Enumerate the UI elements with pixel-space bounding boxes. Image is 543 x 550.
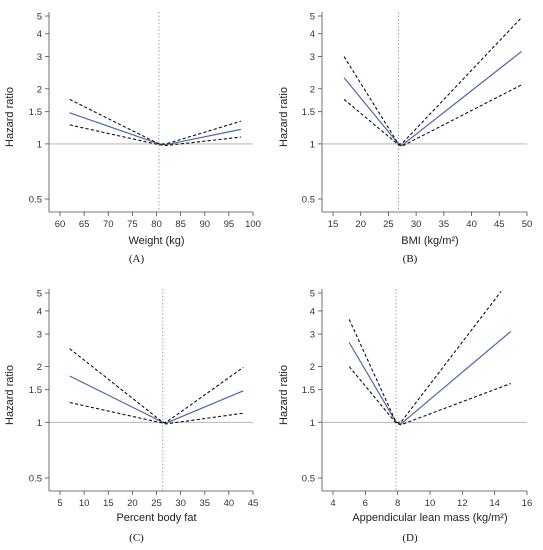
y-tick-label: 4 <box>310 306 315 317</box>
x-axis-label: Appendicular lean mass (kg/m²) <box>352 512 507 524</box>
y-tick-label: 2 <box>310 362 315 373</box>
y-tick-label: 1 <box>37 418 42 429</box>
x-tick-label: 100 <box>245 219 261 230</box>
y-tick-label: 0.5 <box>29 474 42 485</box>
panel-label: (D) <box>402 532 418 544</box>
y-tick-label: 1 <box>310 418 315 429</box>
y-tick-label: 5 <box>310 289 315 300</box>
x-tick-label: 40 <box>466 219 477 230</box>
y-tick-label: 1.5 <box>29 385 42 396</box>
x-tick-label: 70 <box>103 219 114 230</box>
y-tick-label: 3 <box>310 330 315 341</box>
y-tick-label: 5 <box>310 12 315 23</box>
panel-label: (A) <box>129 253 145 265</box>
x-tick-label: 25 <box>151 498 162 509</box>
lower-ci-line <box>69 401 244 425</box>
x-tick-label: 10 <box>425 498 436 509</box>
y-tick-label: 1.5 <box>29 107 42 118</box>
y-tick-label: 2 <box>310 84 315 95</box>
lower-ci-line <box>343 84 522 147</box>
y-tick-label: 3 <box>37 330 42 341</box>
x-tick-label: 75 <box>127 219 138 230</box>
lower-ci-line <box>69 124 241 147</box>
x-tick-label: 95 <box>224 219 235 230</box>
x-tick-label: 12 <box>457 498 468 509</box>
estimate-line <box>69 375 244 424</box>
upper-ci-line <box>348 291 502 423</box>
x-tick-label: 30 <box>175 498 186 509</box>
y-tick-label: 4 <box>37 29 42 40</box>
x-tick-label: 40 <box>224 498 235 509</box>
y-axis-label: Hazard ratio <box>278 87 290 147</box>
x-axis-label: Percent body fat <box>116 512 196 524</box>
y-tick-label: 1 <box>310 139 315 150</box>
upper-ci-line <box>69 348 244 423</box>
x-tick-label: 85 <box>175 219 186 230</box>
x-tick-label: 20 <box>127 498 138 509</box>
y-tick-label: 5 <box>37 12 42 23</box>
panel-a: 60 65 70 75 80 85 90 95 100 0.5 1 1.5 2 3 4 5 Hazard rat… <box>4 12 261 266</box>
y-tick-label: 5 <box>37 289 42 300</box>
lower-ci-line <box>348 366 511 426</box>
x-tick-label: 4 <box>330 498 335 509</box>
y-tick-label: 2 <box>37 84 42 95</box>
x-tick-label: 15 <box>328 219 339 230</box>
x-tick-label: 15 <box>103 498 114 509</box>
x-tick-label: 50 <box>522 219 533 230</box>
y-tick-label: 4 <box>310 29 315 40</box>
y-tick-label: 1.5 <box>302 107 315 118</box>
panel-label: (C) <box>129 532 144 544</box>
estimate-line <box>348 330 512 425</box>
x-tick-label: 6 <box>363 498 368 509</box>
upper-ci-line <box>69 98 242 145</box>
upper-ci-line <box>343 17 522 145</box>
y-tick-label: 0.5 <box>302 474 315 485</box>
y-tick-label: 3 <box>37 52 42 63</box>
y-tick-label: 1.5 <box>302 385 315 396</box>
y-tick-label: 0.5 <box>29 195 42 206</box>
x-tick-label: 5 <box>57 498 62 509</box>
x-tick-label: 65 <box>79 219 90 230</box>
y-axis-label: Hazard ratio <box>4 87 16 147</box>
estimate-line <box>343 51 522 147</box>
y-axis-label: Hazard ratio <box>4 365 16 425</box>
x-axis-label: BMI (kg/m²) <box>401 235 458 247</box>
panel-d: 4 6 8 10 12 14 16 0.5 1 1.5 2 3 4 5 Hazard ratio Append… <box>278 289 532 545</box>
y-tick-label: 3 <box>310 52 315 63</box>
x-tick-label: 10 <box>79 498 90 509</box>
x-tick-label: 90 <box>199 219 210 230</box>
x-tick-label: 45 <box>248 498 259 509</box>
panel-label: (B) <box>403 253 418 265</box>
x-tick-label: 45 <box>494 219 505 230</box>
y-tick-label: 2 <box>37 362 42 373</box>
x-tick-label: 20 <box>355 219 366 230</box>
x-axis-label: Weight (kg) <box>128 235 184 247</box>
x-tick-label: 14 <box>489 498 500 509</box>
x-tick-label: 30 <box>411 219 422 230</box>
x-tick-label: 60 <box>55 219 66 230</box>
y-tick-label: 0.5 <box>302 195 315 206</box>
y-tick-label: 4 <box>37 306 42 317</box>
x-tick-label: 25 <box>383 219 394 230</box>
y-axis-label: Hazard ratio <box>278 365 290 425</box>
x-tick-label: 35 <box>439 219 450 230</box>
x-tick-label: 16 <box>522 498 533 509</box>
x-tick-label: 8 <box>395 498 400 509</box>
x-tick-label: 35 <box>199 498 210 509</box>
x-tick-label: 80 <box>151 219 162 230</box>
y-tick-label: 1 <box>37 139 42 150</box>
